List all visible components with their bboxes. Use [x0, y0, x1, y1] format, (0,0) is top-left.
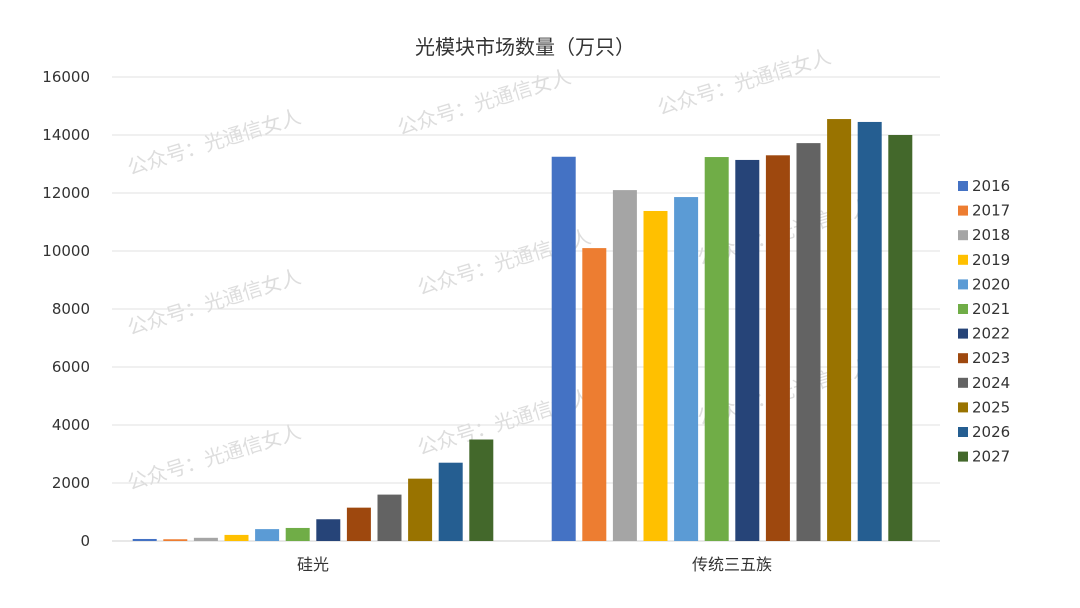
bar-2026-1: [857, 121, 882, 541]
legend-label: 2024: [972, 374, 1010, 392]
bar-2025-1: [827, 119, 852, 542]
bar-2022-1: [735, 159, 760, 541]
x-axis-labels: 硅光 传统三五族: [297, 555, 772, 574]
bar-2023-1: [765, 155, 790, 542]
bar-2018-1: [612, 190, 637, 541]
x-category-label: 硅光: [297, 555, 329, 574]
bar-2019-1: [643, 210, 668, 542]
watermark-text: 公众号：光通信女人: [124, 104, 303, 180]
x-category-label: 传统三五族: [692, 555, 772, 574]
bar-2026-0: [438, 462, 463, 541]
y-tick-label: 10000: [42, 242, 90, 260]
legend: 2016 2017 2018 2019 2020 2021 2022 2023 2024 2025…: [958, 177, 1010, 466]
bar-2022-0: [316, 519, 341, 541]
legend-swatch: [958, 230, 968, 241]
legend-label: 2020: [972, 275, 1010, 293]
legend-swatch: [958, 328, 968, 339]
bars: [132, 119, 913, 542]
bar-2021-1: [704, 157, 729, 542]
legend-label: 2016: [972, 177, 1010, 195]
legend-label: 2019: [972, 251, 1010, 269]
watermark-text: 公众号：光通信女人: [394, 64, 573, 140]
legend-label: 2021: [972, 300, 1010, 318]
bar-2020-1: [674, 197, 699, 541]
legend-swatch: [958, 205, 968, 216]
legend-swatch: [958, 181, 968, 191]
y-tick-label: 12000: [42, 184, 90, 202]
legend-label: 2023: [972, 349, 1010, 367]
legend-swatch: [958, 451, 968, 462]
bar-2027-1: [888, 135, 913, 541]
legend-label: 2022: [972, 325, 1010, 343]
bar-2023-0: [346, 507, 371, 541]
legend-label: 2018: [972, 226, 1010, 244]
legend-swatch: [958, 427, 968, 437]
watermark-text: 公众号：光通信女人: [654, 44, 833, 120]
y-tick-label: 0: [80, 532, 90, 550]
y-tick-label: 4000: [52, 416, 90, 434]
bar-2017-0: [163, 539, 188, 541]
legend-swatch: [958, 353, 968, 364]
chart-title: 光模块市场数量（万只）: [415, 35, 635, 59]
legend-label: 2025: [972, 398, 1010, 416]
legend-label: 2026: [972, 423, 1010, 441]
y-tick-label: 16000: [42, 68, 90, 86]
bar-2027-0: [469, 439, 494, 541]
legend-swatch: [958, 279, 968, 290]
bar-2021-0: [285, 527, 310, 541]
legend-label: 2027: [972, 448, 1010, 466]
y-axis-ticks: 0 2000 4000 6000 8000 10000 12000 14000 16000: [42, 68, 90, 550]
legend-label: 2017: [972, 202, 1010, 220]
bar-2019-0: [224, 534, 249, 541]
bar-2024-0: [377, 494, 402, 541]
bar-2020-0: [255, 529, 280, 541]
y-tick-label: 2000: [52, 474, 90, 492]
bar-2024-1: [796, 143, 821, 541]
legend-swatch: [958, 304, 968, 314]
bar-2016-1: [551, 156, 576, 541]
legend-swatch: [958, 377, 968, 388]
y-tick-label: 14000: [42, 126, 90, 144]
bar-2018-0: [193, 537, 218, 541]
bar-2017-1: [582, 248, 607, 541]
bar-2025-0: [408, 478, 433, 541]
legend-swatch: [958, 402, 968, 413]
y-tick-label: 8000: [52, 300, 90, 318]
watermark-text: 公众号：光通信女人: [124, 264, 303, 340]
y-tick-label: 6000: [52, 358, 90, 376]
legend-swatch: [958, 254, 968, 265]
bar-2016-0: [132, 538, 157, 541]
